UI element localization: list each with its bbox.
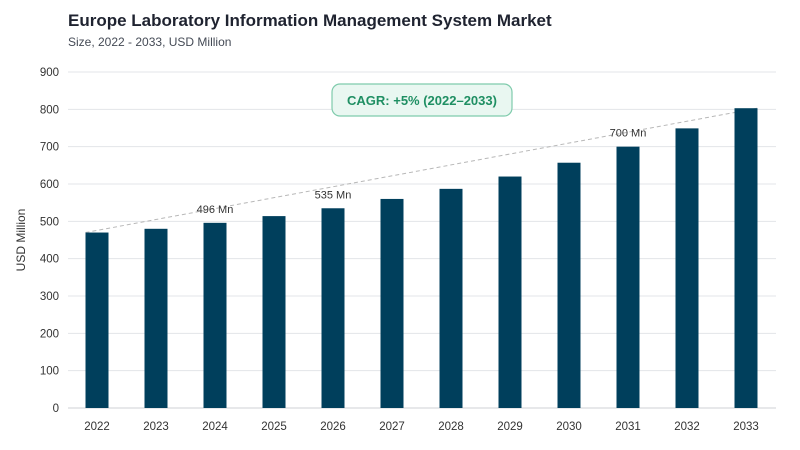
y-tick-label: 400 <box>40 254 59 266</box>
y-tick-label: 700 <box>40 142 59 154</box>
x-tick-label: 2023 <box>143 421 169 433</box>
y-tick-label: 300 <box>40 291 59 303</box>
y-tick-label: 500 <box>40 216 59 228</box>
bar-2025 <box>262 216 286 408</box>
y-tick-label: 800 <box>40 104 59 116</box>
x-tick-label: 2027 <box>379 421 405 433</box>
x-tick-label: 2032 <box>674 421 700 433</box>
bar-2024 <box>203 222 227 408</box>
x-tick-label: 2031 <box>615 421 641 433</box>
cagr-annotation-box <box>331 83 513 117</box>
x-tick-label: 2029 <box>497 421 523 433</box>
chart-subtitle: Size, 2022 - 2033, USD Million <box>68 35 232 49</box>
bar-2033 <box>734 108 758 409</box>
y-tick-label: 0 <box>53 403 59 415</box>
x-tick-label: 2026 <box>320 421 346 433</box>
bar-2028 <box>439 188 463 408</box>
bar-2027 <box>380 198 404 408</box>
x-tick-label: 2030 <box>556 421 582 433</box>
y-tick-label: 600 <box>40 179 59 191</box>
data-label: 535 Mn <box>315 189 352 201</box>
bar-2030 <box>557 162 581 408</box>
bar-2031 <box>616 146 640 408</box>
x-tick-label: 2022 <box>84 421 110 433</box>
cagr-annotation-text: CAGR: +5% (2022–2033) <box>347 93 497 108</box>
data-label: 700 Mn <box>610 128 647 140</box>
y-tick-label: 200 <box>40 328 59 340</box>
bar-2026 <box>321 208 345 408</box>
bar-2032 <box>675 128 699 408</box>
bar-2022 <box>85 232 109 408</box>
x-tick-label: 2028 <box>438 421 464 433</box>
cagr-trend-line <box>85 107 758 234</box>
x-tick-label: 2033 <box>733 421 759 433</box>
bar-2023 <box>144 228 168 408</box>
y-tick-label: 900 <box>40 67 59 79</box>
bar-2029 <box>498 176 522 408</box>
data-label: 496 Mn <box>197 204 234 216</box>
x-tick-label: 2024 <box>202 421 228 433</box>
chart-title: Europe Laboratory Information Management… <box>68 11 552 30</box>
y-axis-label: USD Million <box>14 209 28 272</box>
x-tick-label: 2025 <box>261 421 287 433</box>
y-tick-label: 100 <box>40 366 59 378</box>
